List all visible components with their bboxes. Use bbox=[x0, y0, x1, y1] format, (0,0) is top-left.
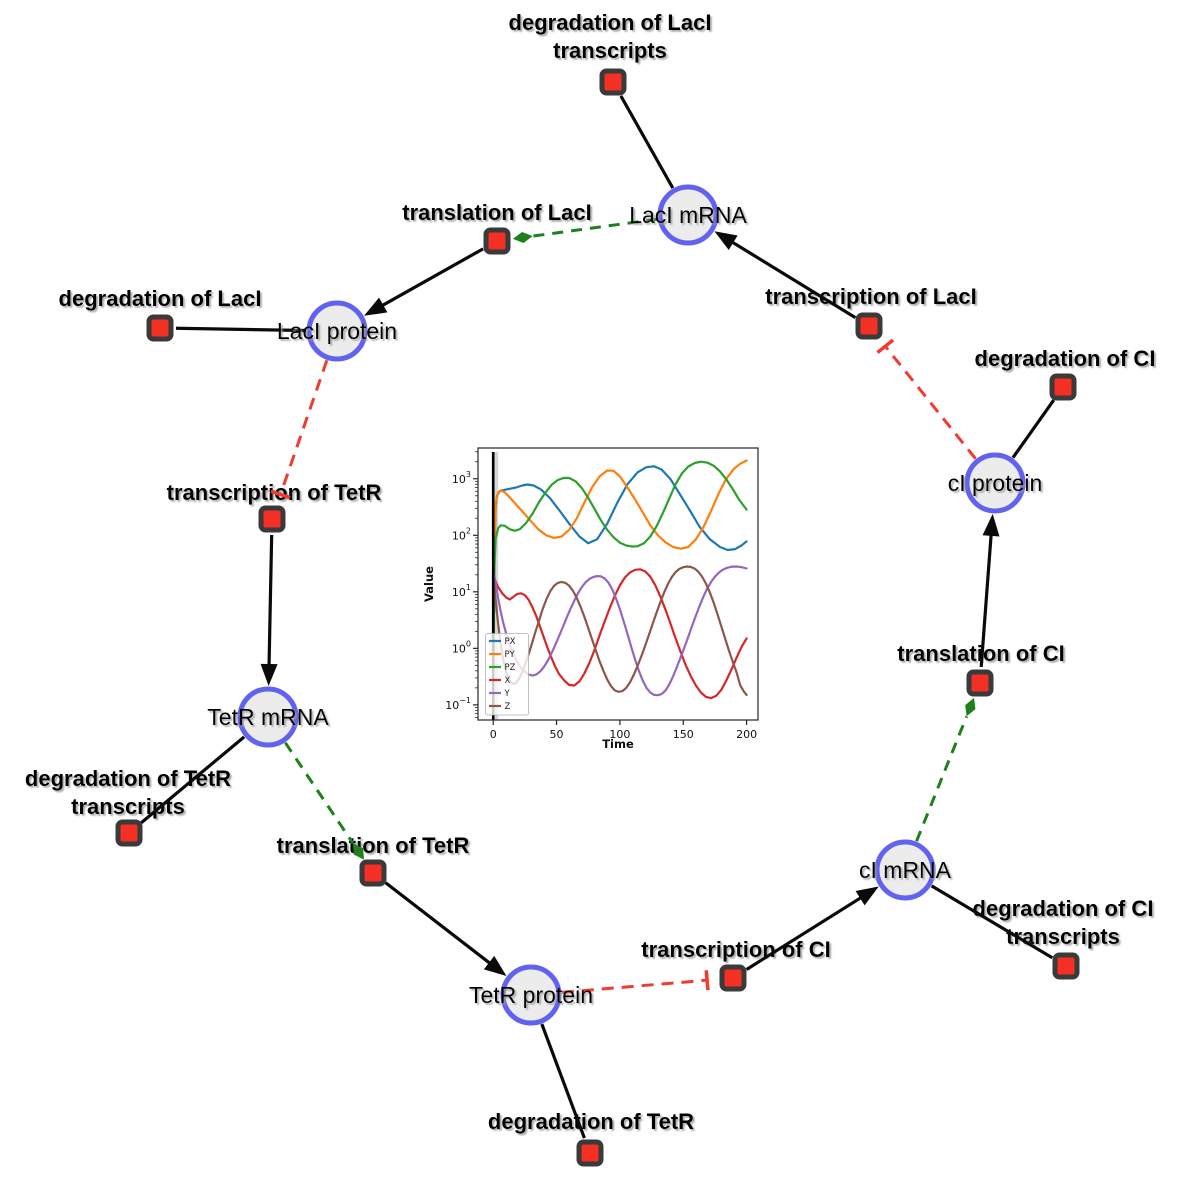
x-tick-label: 200 bbox=[736, 728, 757, 741]
series-PZ bbox=[492, 460, 748, 697]
edge-consumption-ci_mrna-deg_ci_tr bbox=[930, 884, 1054, 960]
label-laci_mrna: LacI mRNA bbox=[629, 202, 747, 228]
edge-consumption-tetr_mrna-deg_tetr_tr bbox=[140, 735, 246, 824]
edge-consumption-laci_mrna-deg_laci_tr bbox=[619, 95, 675, 189]
label-transc_laci: transcription of LacI bbox=[765, 284, 976, 309]
edge-inhibition-laci_protein-transc_tetr-tbar bbox=[270, 489, 291, 500]
reaction-node-deg_laci bbox=[146, 314, 174, 342]
species-node-tetr_mrna bbox=[237, 686, 299, 748]
x-tick-label: 150 bbox=[673, 728, 694, 741]
legend-label-PZ: PZ bbox=[505, 663, 516, 673]
y-tick-label: 103 bbox=[452, 470, 471, 486]
label-deg_ci_tr: transcripts bbox=[1006, 924, 1120, 949]
label-tetr_mrna: TetR mRNA bbox=[207, 704, 329, 730]
species-node-tetr_protein bbox=[500, 964, 562, 1026]
chart-spines bbox=[477, 447, 759, 721]
edge-production-transc_laci-laci_mrna bbox=[728, 239, 857, 319]
edge-production-transc_ci-ci_mrna bbox=[745, 894, 865, 971]
chart-series bbox=[492, 459, 748, 700]
legend-label-PX: PX bbox=[505, 637, 516, 647]
label-deg_laci: degradation of LacI bbox=[59, 286, 262, 311]
edges-layer bbox=[140, 95, 1056, 1139]
edge-production-transl_ci-ci_protein bbox=[979, 531, 993, 668]
label-deg_tetr_tr: transcripts bbox=[71, 794, 185, 819]
edge-inhibition-ci_protein-transc_laci-tbar bbox=[876, 338, 895, 354]
species-node-laci_protein bbox=[306, 300, 368, 362]
label-deg_ci: degradation of CI bbox=[975, 346, 1156, 371]
legend-label-PY: PY bbox=[505, 650, 516, 660]
series-PX bbox=[492, 465, 748, 697]
reaction-node-deg_ci bbox=[1049, 373, 1077, 401]
x-tick-label: 50 bbox=[550, 728, 564, 741]
y-tick-label: 10−1 bbox=[445, 696, 471, 712]
reaction-node-deg_tetr_tr bbox=[115, 819, 143, 847]
nodes-layer bbox=[115, 68, 1080, 1167]
x-tick-label: 0 bbox=[490, 728, 497, 741]
label-tetr_protein: TetR protein bbox=[469, 982, 593, 1008]
reaction-node-transl_ci bbox=[966, 669, 994, 697]
label-transl_laci: translation of LacI bbox=[402, 200, 591, 225]
legend-label-Y: Y bbox=[504, 689, 511, 699]
y-tick-label: 101 bbox=[452, 583, 471, 599]
edge-production-transl_laci-laci_protein-arrowhead bbox=[364, 297, 388, 316]
series-Y bbox=[492, 565, 748, 697]
reaction-node-deg_ci_tr bbox=[1052, 952, 1080, 980]
label-deg_laci_tr: transcripts bbox=[553, 38, 667, 63]
reaction-node-transl_tetr bbox=[359, 859, 387, 887]
edge-production-transl_tetr-tetr_protein-arrowhead bbox=[483, 955, 507, 977]
label-deg_laci_tr: degradation of LacI bbox=[509, 10, 712, 35]
label-deg_tetr: degradation of TetR bbox=[488, 1109, 694, 1134]
edge-production-transc_laci-laci_mrna-arrowhead bbox=[714, 231, 738, 250]
species-node-laci_mrna bbox=[657, 184, 719, 246]
edge-inhibition-tetr_protein-transc_ci-tbar bbox=[704, 970, 710, 991]
edge-production-transl_ci-ci_protein-arrowhead bbox=[982, 513, 1000, 537]
label-ci_mrna: cI mRNA bbox=[859, 857, 952, 883]
edge-inhibition-ci_protein-transc_laci bbox=[884, 345, 977, 460]
edge-consumption-tetr_protein-deg_tetr bbox=[540, 1023, 586, 1139]
edge-consumption-ci_protein-deg_ci bbox=[1011, 399, 1056, 459]
legend-label-Z: Z bbox=[505, 702, 511, 712]
edge-consumption-laci_protein-deg_laci bbox=[175, 326, 307, 333]
label-deg_tetr_tr: degradation of TetR bbox=[25, 766, 231, 791]
edge-inhibition-laci_protein-transc_tetr bbox=[279, 359, 329, 495]
edge-production-transc_tetr-tetr_mrna bbox=[267, 534, 274, 669]
chart-xaxis-title: Time bbox=[602, 737, 634, 751]
label-transc_ci: transcription of CI bbox=[641, 937, 830, 962]
reaction-node-transc_laci bbox=[855, 312, 883, 340]
edge-production-transc_tetr-tetr_mrna-arrowhead bbox=[260, 663, 278, 687]
label-ci_protein: cI protein bbox=[948, 470, 1043, 496]
legend-label-X: X bbox=[505, 676, 511, 686]
species-node-ci_protein bbox=[964, 452, 1026, 514]
inset-chart: 0 50 100 150 200 10−1 100 101 102 103 PX PY PZ XYZ bbox=[445, 447, 759, 741]
reaction-node-deg_tetr bbox=[576, 1139, 604, 1167]
edge-modifier-ci_mrna-transl_ci bbox=[915, 715, 968, 842]
y-tick-label: 102 bbox=[452, 526, 471, 542]
chart-yaxis-title: Value bbox=[422, 566, 436, 602]
reaction-node-deg_laci_tr bbox=[599, 68, 627, 96]
edge-production-transc_ci-ci_mrna-arrowhead bbox=[855, 886, 879, 906]
edge-production-transl_laci-laci_protein bbox=[378, 247, 484, 309]
label-laci_protein: LacI protein bbox=[277, 318, 397, 344]
series-PY bbox=[492, 459, 748, 697]
edge-modifier-tetr_mrna-transl_tetr-diamond bbox=[352, 843, 365, 860]
label-deg_ci_tr: degradation of CI bbox=[973, 896, 1154, 921]
edge-modifier-ci_mrna-transl_ci-diamond bbox=[965, 697, 976, 717]
label-transl_tetr: translation of TetR bbox=[277, 833, 470, 858]
species-node-ci_mrna bbox=[874, 839, 936, 901]
y-tick-label: 100 bbox=[452, 639, 471, 655]
edge-modifier-laci_mrna-transl_laci-diamond bbox=[512, 232, 533, 243]
series-X bbox=[492, 568, 748, 700]
reaction-node-transl_laci bbox=[483, 227, 511, 255]
edge-production-transl_tetr-tetr_protein bbox=[384, 881, 494, 967]
edge-inhibition-tetr_protein-transc_ci bbox=[561, 978, 708, 994]
x-tick-label: 100 bbox=[609, 728, 630, 741]
edge-modifier-tetr_mrna-transl_tetr bbox=[284, 741, 355, 844]
reaction-node-transc_tetr bbox=[258, 505, 286, 533]
edge-modifier-laci_mrna-transl_laci bbox=[532, 217, 658, 238]
reaction-node-transc_ci bbox=[719, 964, 747, 992]
species-labels-layer: LacI mRNA LacI protein TetR mRNA TetR prote… bbox=[207, 202, 1042, 1008]
